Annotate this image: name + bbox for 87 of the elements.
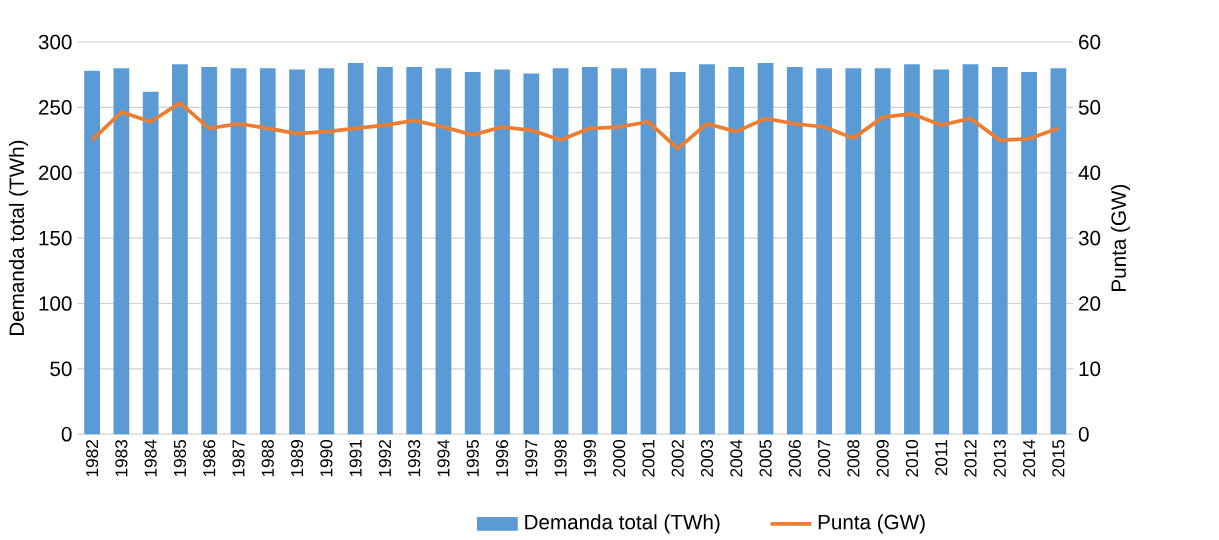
bar — [904, 64, 920, 435]
bar — [201, 66, 218, 435]
bar — [406, 66, 423, 435]
bar — [699, 64, 715, 435]
bar — [874, 68, 891, 435]
bar — [523, 73, 540, 435]
x-tick-label: 1987 — [232, 440, 245, 477]
y-tick-label: 200 — [39, 165, 72, 180]
bar — [113, 68, 130, 435]
bar — [962, 64, 979, 435]
legend-label: Punta (GW) — [818, 514, 925, 534]
x-tick-label: 2009 — [876, 439, 889, 477]
x-tick-label: 1993 — [408, 439, 421, 477]
x-tick-label: 1985 — [173, 439, 187, 477]
bar — [464, 72, 481, 435]
bar — [845, 68, 862, 435]
x-tick-label: 2014 — [1022, 439, 1036, 477]
bar — [494, 69, 510, 435]
bar — [84, 70, 100, 435]
x-tick-label: 2010 — [905, 439, 919, 477]
y2-tick-label: 20 — [1079, 296, 1101, 311]
x-tick-label: 2013 — [993, 439, 1006, 477]
x-tick-label: 2015 — [1052, 439, 1065, 477]
x-tick-label: 2012 — [964, 440, 977, 477]
y2-tick-label: 50 — [1078, 100, 1101, 115]
bar — [347, 62, 364, 435]
bar — [142, 91, 159, 435]
y-tick-label: 250 — [39, 100, 72, 115]
bar — [581, 66, 598, 435]
x-tick-label: 1989 — [290, 439, 304, 477]
x-tick-label: 1994 — [437, 439, 450, 477]
x-tick-label: 2011 — [935, 440, 948, 476]
bar — [289, 69, 305, 435]
x-tick-label: 2004 — [730, 439, 743, 477]
x-tick-label: 1995 — [466, 439, 479, 477]
bar — [259, 68, 276, 435]
x-tick-label: 1997 — [525, 440, 538, 477]
bar — [757, 62, 774, 435]
x-tick-label: 1988 — [261, 439, 274, 477]
x-tick-label: 1991 — [349, 440, 362, 477]
bar — [640, 68, 657, 435]
bar — [435, 68, 452, 435]
bar — [816, 68, 832, 435]
x-tick-label: 2000 — [613, 439, 626, 477]
x-tick-label: 2007 — [818, 440, 831, 477]
x-tick-label: 1998 — [554, 439, 567, 477]
bar — [933, 69, 950, 435]
y2-tick-label: 0 — [1078, 426, 1089, 442]
bar — [230, 68, 247, 435]
x-tick-label: 2003 — [700, 439, 714, 477]
bar — [611, 68, 628, 435]
bar — [552, 68, 569, 435]
y-tick-label: 0 — [61, 426, 72, 442]
x-tick-label: 1992 — [378, 440, 391, 477]
x-tick-label: 1986 — [203, 439, 216, 477]
x-tick-label: 2006 — [788, 439, 801, 477]
x-tick-label: 1983 — [115, 439, 128, 477]
x-tick-label: 1990 — [320, 439, 333, 477]
y2-tick-label: 60 — [1079, 34, 1101, 50]
y2-tick-label: 40 — [1078, 165, 1101, 180]
y2-tick-label: 10 — [1079, 361, 1101, 377]
y-tick-label: 150 — [39, 230, 72, 246]
bar — [172, 64, 188, 435]
x-tick-label: 1984 — [144, 439, 157, 477]
bar — [1021, 72, 1037, 435]
bar — [728, 66, 745, 435]
y-axis-title: Demanda total (TWh) — [8, 140, 29, 335]
x-tick-label: 2002 — [671, 440, 684, 477]
y-tick-label: 50 — [50, 361, 72, 377]
x-tick-label: 1999 — [583, 439, 596, 477]
x-tick-label: 2005 — [759, 439, 772, 477]
bar — [377, 66, 393, 435]
x-tick-label: 2008 — [847, 439, 860, 477]
bar — [669, 72, 686, 435]
y2-tick-label: 30 — [1078, 230, 1101, 246]
line-series — [90, 100, 1061, 151]
bar — [991, 66, 1008, 435]
y-tick-label: 300 — [38, 34, 72, 50]
x-tick-label: 1982 — [86, 440, 99, 477]
y2-axis-title: Punta (GW) — [1110, 184, 1131, 291]
x-tick-label: 2001 — [642, 440, 655, 477]
x-tick-label: 1996 — [495, 439, 509, 477]
bar — [1050, 68, 1067, 435]
legend-label: Demanda total (TWh) — [525, 514, 720, 534]
bar — [318, 68, 335, 435]
y-tick-label: 100 — [39, 296, 72, 311]
bar — [786, 66, 803, 435]
